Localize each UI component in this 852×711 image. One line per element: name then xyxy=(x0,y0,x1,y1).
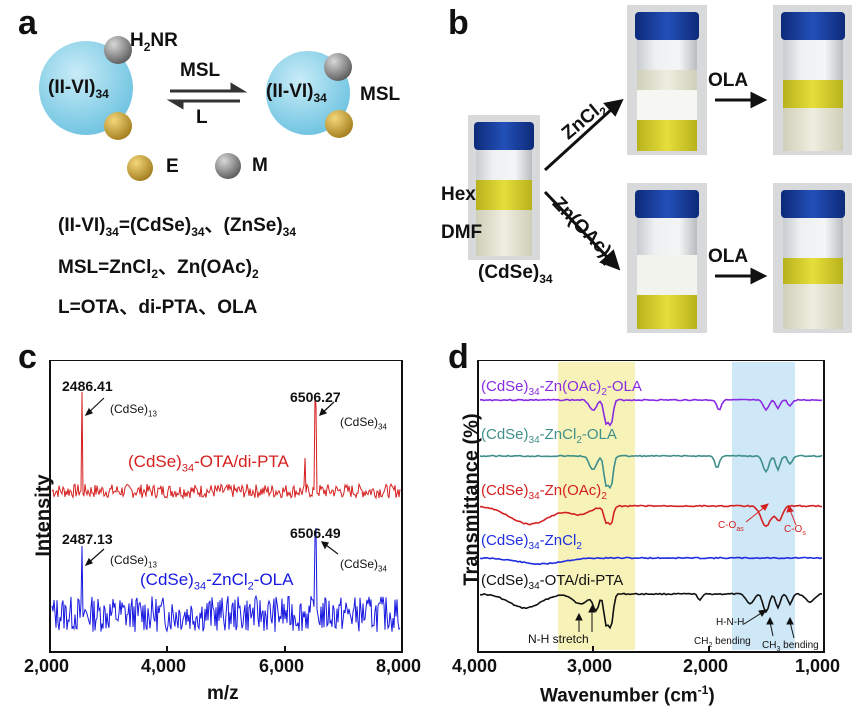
definition-line-2: MSL=ZnCl2、Zn(OAc)2 xyxy=(58,257,259,281)
panel-label-d: d xyxy=(448,338,469,376)
solvent-dmf-label: DMF xyxy=(441,222,483,243)
start-vial xyxy=(468,115,540,260)
panel-label-c: c xyxy=(18,338,37,376)
nh-stretch-label: N-H stretch xyxy=(528,632,589,646)
ir-label-ota-dipta: (CdSe)34-OTA/di-PTA xyxy=(481,572,624,592)
plot-d-xticks xyxy=(477,646,825,652)
right-m-sphere xyxy=(324,53,352,81)
left-core-sphere xyxy=(39,41,133,135)
blue-peak2-ann: (CdSe)34 xyxy=(340,557,387,574)
d-xtick-1000: 1,000 xyxy=(795,656,841,676)
coas-label: C-Oas xyxy=(718,520,744,533)
znoac2-ola-vial xyxy=(773,183,852,333)
ir-zncl2 xyxy=(479,556,823,566)
ms-annotation-arrows xyxy=(84,397,339,567)
cos-label: C-Os xyxy=(784,524,806,537)
red-peak1-label: 2486.41 xyxy=(62,378,113,394)
right-msl-label: MSL xyxy=(360,84,401,105)
panel-label-b: b xyxy=(448,4,469,42)
zncl2-ola-vial xyxy=(773,5,852,155)
c-xtick-4000: 4,000 xyxy=(141,656,187,676)
zncl2-vial xyxy=(627,5,707,155)
panel-c-ms-plot xyxy=(49,360,403,653)
ola-top-label: OLA xyxy=(708,70,749,91)
right-core-label: (II-VI)34 xyxy=(266,81,327,105)
panel-b-vials xyxy=(468,5,852,333)
panel-label-a: a xyxy=(18,4,37,42)
backward-label: L xyxy=(196,107,208,128)
blue-peak1-label: 2487.13 xyxy=(62,531,113,547)
legend-m-label: M xyxy=(252,155,268,176)
ir-znoac2-ola xyxy=(479,398,823,427)
plot-d-frame xyxy=(477,360,825,653)
intensity-ylabel: Intensity xyxy=(32,474,55,557)
ir-znoac2 xyxy=(479,504,823,528)
left-e-sphere xyxy=(104,112,132,140)
ch2-bending-label: CH2 bending xyxy=(694,636,751,649)
panel-d-ftir-plot xyxy=(477,360,825,653)
solvent-hex-label: Hex xyxy=(441,184,476,205)
plot-c-xticks xyxy=(49,646,403,652)
red-spectrum xyxy=(51,391,401,500)
blue-spectrum xyxy=(51,527,401,633)
co-annotation-arrows xyxy=(745,503,797,526)
blue-peak1-ann: (CdSe)13 xyxy=(110,553,157,570)
definition-line-1: (II-VI)34=(CdSe)34、(ZnSe)34 xyxy=(58,215,297,239)
ir-annotation-arrows xyxy=(575,604,795,639)
znoac2-vial xyxy=(627,183,707,333)
c-xtick-6000: 6,000 xyxy=(259,656,305,676)
ola-bottom-label: OLA xyxy=(708,246,749,267)
red-series-label: (CdSe)34-OTA/di-PTA xyxy=(128,452,289,475)
ir-zncl2-ola xyxy=(479,454,823,490)
forward-label: MSL xyxy=(180,60,221,81)
definition-line-3: L=OTA、di-PTA、OLA xyxy=(58,297,258,318)
equilibrium-arrows xyxy=(166,82,248,110)
c-xtick-8000: 8,000 xyxy=(376,656,422,676)
wavenumber-xlabel: Wavenumber (cm-1) xyxy=(540,683,715,707)
red-peak2-label: 6506.27 xyxy=(290,389,341,405)
plot-c-frame xyxy=(49,360,403,653)
c-xtick-2000: 2,000 xyxy=(24,656,70,676)
ch3-bending-label: CH3 bending xyxy=(762,640,819,653)
left-m-sphere xyxy=(104,36,132,64)
d-xtick-4000: 4,000 xyxy=(452,656,498,676)
right-e-sphere xyxy=(325,110,353,138)
panel-a-scheme xyxy=(39,36,353,181)
left-core-label: (II-VI)34 xyxy=(48,77,109,101)
route-arrows xyxy=(543,91,768,285)
blue-series-label: (CdSe)34-ZnCl2-OLA xyxy=(140,570,294,593)
blue-peak2-label: 6506.49 xyxy=(290,525,341,541)
ir-label-zncl2: (CdSe)34-ZnCl2 xyxy=(481,532,582,552)
start-vial-label: (CdSe)34 xyxy=(478,262,553,286)
red-peak2-ann: (CdSe)34 xyxy=(340,415,387,432)
red-peak1-ann: (CdSe)13 xyxy=(110,402,157,419)
legend-m-sphere xyxy=(215,153,241,179)
mz-xlabel: m/z xyxy=(207,683,239,704)
hnh-label: H-N-H xyxy=(716,617,745,628)
ir-label-zncl2-ola: (CdSe)34-ZnCl2-OLA xyxy=(481,426,617,446)
d-xtick-3000: 3,000 xyxy=(567,656,613,676)
amine-label: H2NR xyxy=(130,30,178,54)
ir-label-znoac2: (CdSe)34-Zn(OAc)2 xyxy=(481,482,607,502)
ir-label-znoac2-ola: (CdSe)34-Zn(OAc)2-OLA xyxy=(481,378,642,398)
legend-e-sphere xyxy=(127,155,153,181)
legend-e-label: E xyxy=(166,156,179,177)
d-xtick-2000: 2,000 xyxy=(683,656,729,676)
